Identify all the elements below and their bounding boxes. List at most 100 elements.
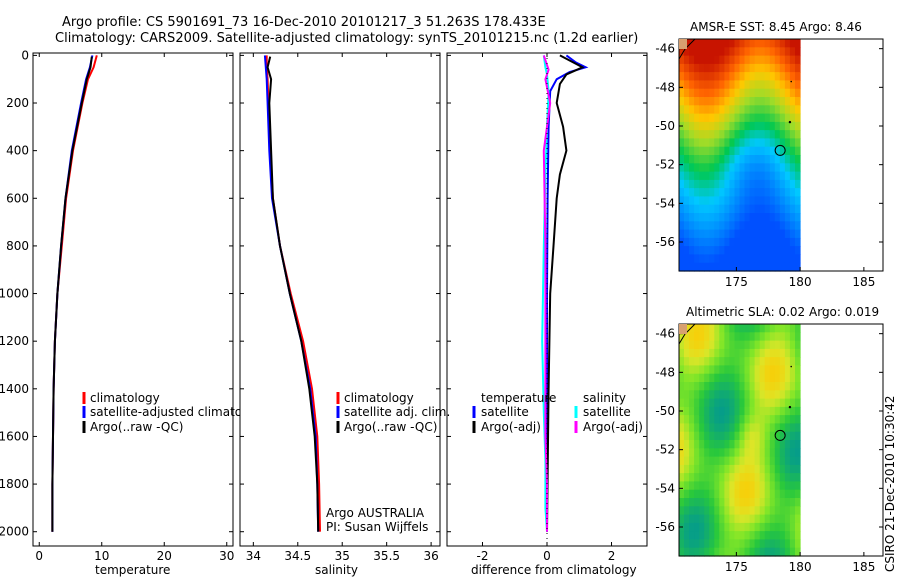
sst-heatmap-cell	[795, 146, 801, 156]
sst-heatmap-cell	[789, 97, 796, 106]
sst-heatmap-cell	[699, 130, 705, 139]
sst-heatmap-cell	[704, 204, 710, 214]
sla-heatmap-cell	[744, 489, 751, 499]
sst-heatmap-cell	[704, 39, 710, 48]
sla-heatmap-cell	[774, 473, 781, 482]
sla-heatmap-cell	[709, 514, 715, 524]
sla-heatmap-cell	[754, 340, 761, 350]
sst-heatmap-cell	[729, 213, 735, 222]
sst-heatmap-cell	[784, 204, 791, 214]
sst-heatmap-cell	[764, 55, 771, 65]
sst-heatmap-cell	[759, 196, 766, 206]
sst-heatmap-cell	[724, 146, 730, 156]
sst-heatmap-cell	[699, 196, 705, 206]
sla-heatmap-cell	[739, 357, 746, 366]
sla-heatmap-cell	[694, 440, 700, 449]
sla-heatmap-cell	[689, 365, 695, 375]
sla-heatmap-cell	[684, 423, 690, 433]
sst-heatmap-cell	[769, 113, 776, 123]
sst-heatmap-cell	[754, 155, 761, 164]
sla-heatmap-cell	[774, 514, 781, 524]
sst-heatmap-cell	[739, 237, 746, 247]
sst-heatmap-cell	[689, 55, 695, 65]
sst-heatmap-cell	[714, 171, 720, 181]
sla-heatmap-cell	[709, 456, 715, 466]
sla-heatmap-cell	[724, 464, 730, 474]
sst-heatmap-cell	[744, 237, 751, 247]
sla-heatmap-cell	[739, 440, 746, 449]
sst-heatmap-cell	[714, 88, 720, 98]
sla-heatmap-cell	[774, 522, 781, 532]
sst-heatmap-cell	[709, 72, 715, 81]
sla-heatmap-cell	[714, 448, 720, 458]
sst-heatmap-cell	[724, 213, 730, 222]
sla-heatmap-cell	[694, 423, 700, 433]
sla-heatmap-cell	[764, 473, 771, 482]
sst-heatmap-cell	[724, 163, 730, 173]
sla-heatmap-cell	[709, 382, 715, 391]
sst-heatmap-cell	[784, 121, 791, 131]
sla-heatmap-cell	[729, 382, 735, 391]
sst-heatmap-cell	[739, 155, 746, 164]
sst-heatmap-cell	[744, 55, 751, 65]
sst-heatmap-cell	[684, 105, 690, 115]
sst-heatmap-cell	[684, 138, 690, 148]
sla-heatmap-cell	[749, 456, 756, 466]
sst-heatmap-cell	[754, 130, 761, 139]
sla-heatmap-cell	[754, 332, 761, 342]
sst-heatmap-cell	[729, 88, 735, 98]
sla-heatmap-cell	[754, 539, 761, 549]
sla-heatmap-cell	[774, 531, 781, 540]
sla-heatmap-cell	[704, 473, 710, 482]
sst-heatmap-cell	[789, 171, 796, 181]
sla-heatmap-cell	[774, 382, 781, 391]
sst-heatmap-cell	[709, 188, 715, 197]
sla-heatmap-cell	[784, 340, 791, 350]
sst-heatmap-cell	[759, 254, 766, 264]
sst-heatmap-cell	[694, 97, 700, 106]
sla-heatmap-cell	[754, 365, 761, 375]
sla-heatmap-cell	[694, 332, 700, 342]
sla-heatmap-cell	[679, 456, 685, 466]
sla-heatmap-cell	[704, 340, 710, 350]
sst-heatmap-cell	[784, 47, 791, 57]
sst-heatmap-cell	[764, 63, 771, 73]
sst-heatmap-cell	[709, 213, 715, 222]
sla-heatmap-cell	[694, 406, 700, 416]
sla-heatmap-cell	[749, 522, 756, 532]
sla-heatmap-cell	[784, 415, 791, 424]
sst-heatmap-cell	[744, 72, 751, 81]
sla-heatmap-cell	[679, 539, 685, 549]
sla-heatmap-cell	[699, 489, 705, 499]
sla-heatmap-cell	[729, 431, 735, 441]
sla-heatmap-cell	[795, 357, 801, 366]
sst-heatmap-cell	[724, 171, 730, 181]
sla-heatmap-cell	[724, 514, 730, 524]
salinity-series-argo-raw-qc-	[266, 56, 320, 532]
sst-heatmap-cell	[784, 237, 791, 247]
sla-heatmap-cell	[784, 332, 791, 342]
sla-heatmap-cell	[709, 431, 715, 441]
sst-heatmap-cell	[764, 88, 771, 98]
sla-heatmap-cell	[774, 348, 781, 358]
sla-heatmap-cell	[719, 547, 725, 557]
sst-heatmap-cell	[749, 237, 756, 247]
sla-argo-position-marker	[774, 429, 786, 441]
sst-heatmap-cell	[764, 47, 771, 57]
sla-heatmap-cell	[764, 406, 771, 416]
sla-heatmap-cell	[719, 514, 725, 524]
sla-heatmap-cell	[709, 473, 715, 482]
sla-heatmap-cell	[734, 506, 741, 516]
sst-heatmap-cell	[784, 72, 791, 81]
sla-heatmap-cell	[744, 382, 751, 391]
sst-heatmap-cell	[754, 121, 761, 131]
sst-heatmap-cell	[759, 138, 766, 148]
sst-heatmap-cell	[784, 155, 791, 164]
sst-argo-position-marker	[774, 144, 786, 156]
sla-ytick-label: -54	[655, 481, 675, 495]
sst-heatmap-cells	[679, 39, 801, 272]
sla-heatmap-cell	[754, 406, 761, 416]
sla-track-point	[790, 365, 792, 368]
sla-heatmap-cell	[795, 514, 801, 524]
sst-heatmap-cell	[754, 221, 761, 231]
